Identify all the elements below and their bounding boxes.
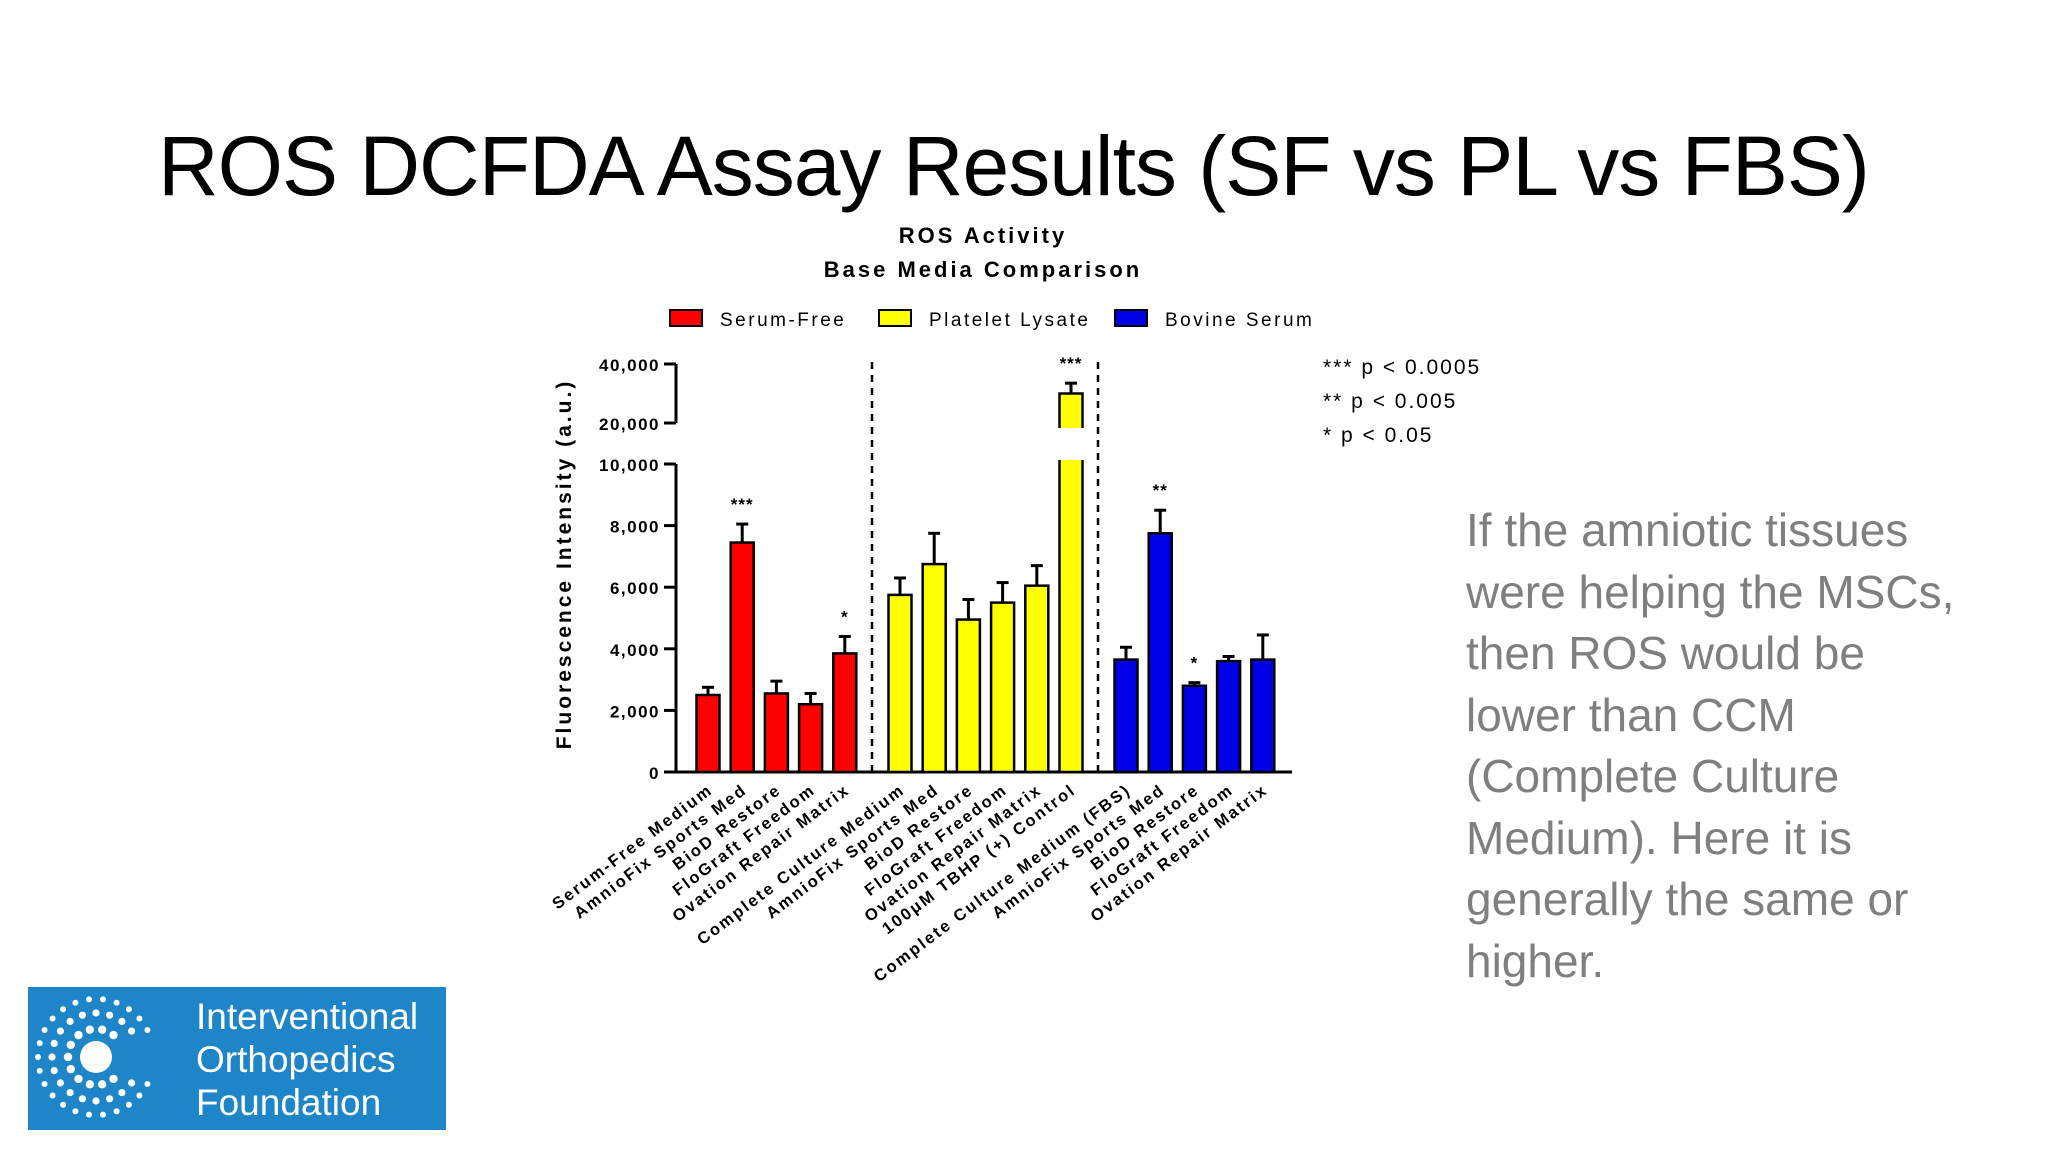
y-axis-label: Fluorescence Intensity (a.u.) — [553, 379, 576, 750]
sig-marker-11: *** — [1060, 354, 1083, 373]
logo-text: Interventional Orthopedics Foundation — [196, 995, 418, 1124]
logo-line-1: Interventional — [196, 996, 419, 1037]
bar-8 — [955, 618, 982, 774]
bar-10 — [1024, 584, 1050, 774]
sig-key-2: ** p < 0.005 — [1323, 390, 1457, 413]
chart-subtitle: Base Media Comparison — [824, 257, 1143, 282]
sig-marker-13: ** — [1153, 481, 1168, 500]
y-tick-label-lower-2: 2,000 — [610, 702, 660, 721]
y-tick-label-upper-1: 20,000 — [599, 415, 660, 434]
chart-title: ROS Activity — [899, 223, 1067, 248]
bar-15 — [1215, 659, 1242, 774]
y-tick-label-lower-1: 0 — [649, 764, 660, 783]
y-tick-label-lower-3: 4,000 — [610, 641, 660, 660]
y-tick-label-lower-6: 10,000 — [599, 456, 660, 475]
bar-2 — [729, 541, 755, 774]
sig-marker-2: *** — [731, 495, 754, 514]
sig-marker-14: * — [1191, 654, 1199, 673]
legend-swatch-2 — [878, 309, 912, 327]
slide-title: ROS DCFDA Assay Results (SF vs PL vs FBS… — [158, 119, 1870, 213]
y-tick-label-lower-4: 6,000 — [610, 579, 660, 598]
sig-marker-5: * — [841, 607, 849, 626]
logo-dots-icon — [35, 996, 151, 1118]
foundation-logo: Interventional Orthopedics Foundation — [28, 987, 446, 1130]
logo-line-2: Orthopedics — [196, 1039, 396, 1080]
bar-13 — [1147, 532, 1173, 774]
bar-5 — [832, 652, 858, 774]
y-tick-label-lower-5: 8,000 — [610, 518, 660, 537]
bar-3 — [763, 692, 790, 774]
legend-swatch-1 — [669, 309, 703, 327]
sig-key-3: * p < 0.05 — [1323, 424, 1434, 447]
axis-break-gap — [1054, 428, 1090, 460]
side-note: If the amniotic tissues were helping the… — [1466, 504, 1955, 987]
legend-label-2: Platelet Lysate — [929, 310, 1090, 331]
bar-12 — [1113, 658, 1139, 774]
bar-9 — [989, 601, 1016, 774]
bar-6 — [887, 593, 913, 774]
logo-line-3: Foundation — [196, 1082, 382, 1123]
legend-label-1: Serum-Free — [720, 310, 846, 331]
bar-14 — [1181, 684, 1208, 774]
y-tick-label-upper-2: 40,000 — [599, 356, 660, 375]
bar-7 — [921, 562, 947, 774]
sig-key-1: *** p < 0.0005 — [1323, 356, 1481, 379]
bar-16 — [1250, 658, 1276, 774]
legend-label-3: Bovine Serum — [1165, 310, 1314, 331]
bar-4 — [797, 702, 824, 774]
legend-swatch-3 — [1114, 309, 1148, 327]
bar-1 — [695, 693, 721, 774]
